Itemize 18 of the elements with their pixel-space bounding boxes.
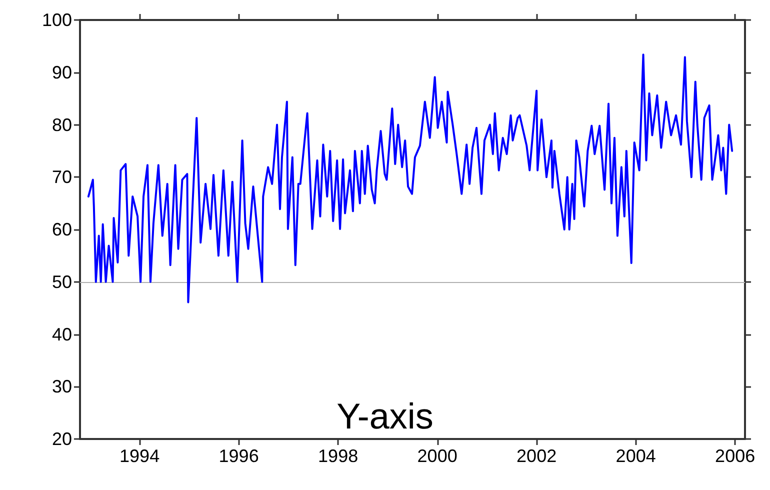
y-tick-label: 40 xyxy=(52,324,72,344)
line-series xyxy=(87,54,734,304)
y-tick-label: 90 xyxy=(52,62,72,82)
y-tick-label: 60 xyxy=(52,220,72,240)
y-tick-label: 80 xyxy=(52,114,72,135)
y-tick-label: 100 xyxy=(42,10,72,30)
y-tick-label: 70 xyxy=(52,167,72,188)
x-tick-label: 2006 xyxy=(715,446,756,466)
x-tick-label: 2000 xyxy=(417,446,458,466)
x-tick-label: 1996 xyxy=(218,446,259,466)
x-tick-label: 2004 xyxy=(616,446,656,466)
x-tick-label: 1998 xyxy=(318,446,358,466)
x-tick-label: 2002 xyxy=(516,446,557,466)
x-tick-label: 1994 xyxy=(120,446,160,466)
y-tick-label: 30 xyxy=(52,376,72,397)
y-tick-label: 50 xyxy=(52,272,72,292)
y-tick-label: 20 xyxy=(52,429,72,449)
annotation: Y-axis xyxy=(336,396,434,436)
